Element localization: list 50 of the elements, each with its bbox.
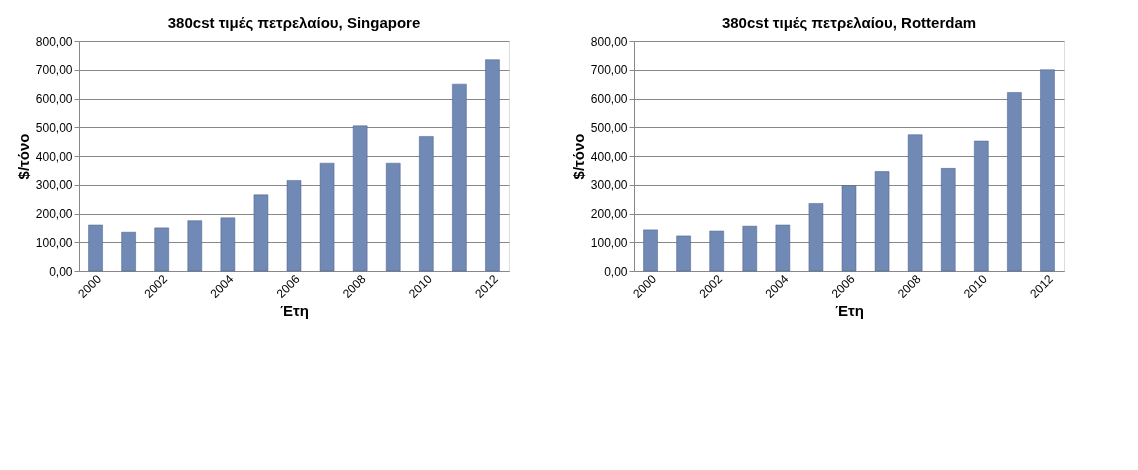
bar [319,162,335,272]
bar [88,224,103,272]
y-tick-label: 600,00 [35,92,73,106]
bar [286,180,302,272]
bar [220,217,236,272]
y-tick-label: 200,00 [35,207,73,221]
bar [643,229,658,272]
chart-title: 380cst τιμές πετρελαίου, Rotterdam [721,14,977,31]
y-axis-title: $/τόνο [14,133,32,180]
y-tick-label: 400,00 [35,149,73,164]
bar [1040,69,1055,272]
bar [452,83,467,272]
bar [676,235,691,272]
y-tick-label: 200,00 [590,207,628,221]
bar [419,136,434,272]
x-axis-title: Έτη [835,302,864,320]
y-tick-label: 500,00 [35,120,73,135]
y-tick-label: 300,00 [590,178,628,193]
y-tick-label: 800,00 [35,34,73,49]
y-tick-label: 100,00 [590,235,628,250]
bar [253,194,269,272]
chart-title: 380cst τιμές πετρελαίου, Singapore [167,14,421,31]
y-tick-label: 700,00 [35,63,73,78]
y-tick-label: 400,00 [590,149,628,164]
y-axis-title: $/τόνο [569,133,587,180]
bar [709,230,724,272]
y-tick-label: 700,00 [590,63,628,78]
x-axis-title: Έτη [280,302,309,320]
y-tick-label: 100,00 [35,235,73,250]
bar [974,140,989,272]
bar [874,171,890,272]
bar [121,231,136,272]
y-tick-label: 300,00 [35,178,73,193]
y-tick-label: 800,00 [590,34,628,49]
bar [808,203,824,272]
y-tick-label: 600,00 [590,92,628,106]
y-tick-label: 500,00 [590,120,628,135]
bar [775,224,791,272]
bar [485,59,500,272]
bar [742,225,758,272]
bar [841,185,857,272]
bar [1007,92,1022,272]
bar [940,168,956,272]
bar [385,162,401,272]
bar [154,227,169,272]
bar [907,134,923,272]
y-tick-label: 0,00 [604,264,628,279]
bar [187,220,203,272]
bar [352,125,368,272]
y-tick-label: 0,00 [49,264,73,279]
